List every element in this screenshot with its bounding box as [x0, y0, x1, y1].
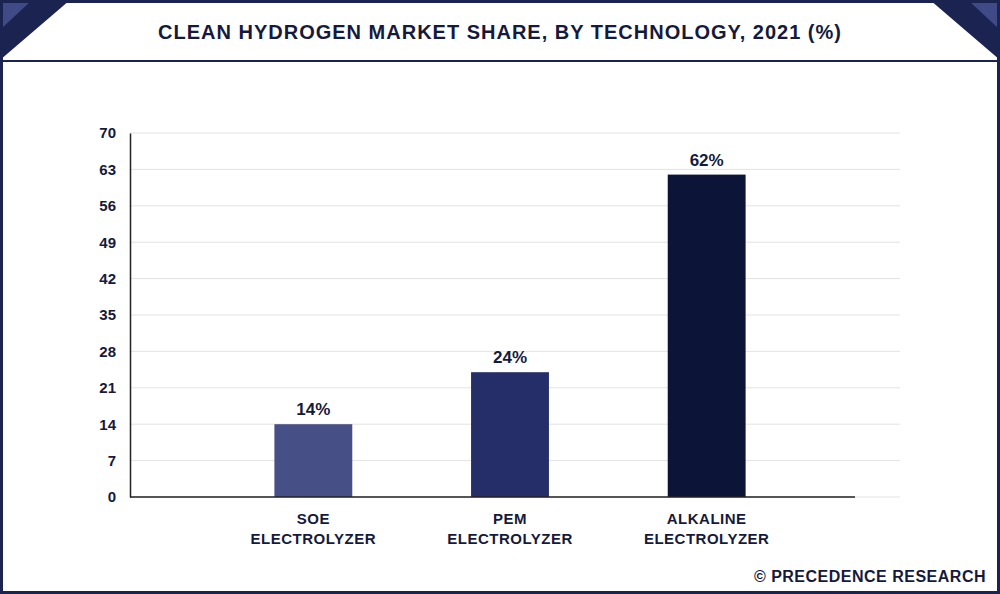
x-axis-line — [130, 496, 855, 498]
y-tick-label: 49 — [99, 234, 116, 251]
bar — [274, 424, 352, 497]
y-tick: 56 — [99, 197, 130, 214]
grid-line — [130, 315, 900, 316]
bar — [668, 175, 746, 497]
y-tick: 14 — [99, 416, 130, 433]
y-tick: 70 — [99, 124, 130, 141]
chart: CLEAN HYDROGEN MARKET SHARE, BY TECHNOLO… — [0, 0, 1000, 594]
grid-line — [130, 497, 900, 498]
y-tick-label: 28 — [99, 343, 116, 360]
y-tick-label: 0 — [108, 488, 116, 505]
y-tick: 28 — [99, 343, 130, 360]
y-tick: 0 — [108, 488, 130, 505]
y-tick-label: 42 — [99, 270, 116, 287]
corner-right-accent — [968, 0, 1000, 30]
y-tick-label: 63 — [99, 161, 116, 178]
y-tick-label: 14 — [99, 416, 116, 433]
x-axis: SOEELECTROLYZER PEMELECTROLYZER ALKALINEEL… — [251, 497, 770, 547]
grid-line — [130, 242, 900, 243]
frame — [2, 2, 999, 593]
grid — [130, 133, 900, 497]
credit: © PRECEDENCE RESEARCH — [754, 568, 986, 585]
background — [0, 0, 1000, 594]
corner-right — [930, 0, 1000, 60]
y-tick: 63 — [99, 161, 130, 178]
data-label: 14% — [296, 400, 330, 419]
x-tick: PEMELECTROLYZER — [447, 497, 572, 547]
x-tick-label: PEMELECTROLYZER — [447, 510, 572, 547]
x-tick-label: SOEELECTROLYZER — [251, 510, 376, 547]
y-tick: 49 — [99, 234, 130, 251]
corner-left-accent — [0, 0, 32, 30]
y-axis-line — [130, 134, 132, 498]
x-tick-label: ALKALINEELECTROLYZER — [644, 510, 769, 547]
title-rule — [0, 60, 1000, 62]
corner-left — [0, 0, 70, 60]
data-label: 24% — [493, 348, 527, 367]
y-tick-label: 70 — [99, 124, 116, 141]
grid-line — [130, 278, 900, 279]
x-tick: SOEELECTROLYZER — [251, 497, 376, 547]
y-tick: 35 — [99, 306, 130, 323]
y-tick: 42 — [99, 270, 130, 287]
bars — [274, 175, 745, 497]
grid-line — [130, 205, 900, 206]
y-tick: 21 — [99, 379, 130, 396]
y-tick-label: 35 — [99, 306, 116, 323]
grid-line — [130, 133, 900, 134]
y-axis: 0 7 14 21 28 35 42 49 56 63 70 — [99, 124, 130, 505]
x-tick: ALKALINEELECTROLYZER — [644, 497, 769, 547]
data-label: 62% — [690, 151, 724, 170]
y-tick-label: 56 — [99, 197, 116, 214]
grid-line — [130, 169, 900, 170]
bar — [471, 372, 549, 497]
data-labels: 14% 24% 62% — [296, 151, 723, 420]
y-tick-label: 7 — [108, 452, 116, 469]
title: CLEAN HYDROGEN MARKET SHARE, BY TECHNOLO… — [158, 21, 842, 43]
y-tick-label: 21 — [99, 379, 116, 396]
y-tick: 7 — [108, 452, 130, 469]
